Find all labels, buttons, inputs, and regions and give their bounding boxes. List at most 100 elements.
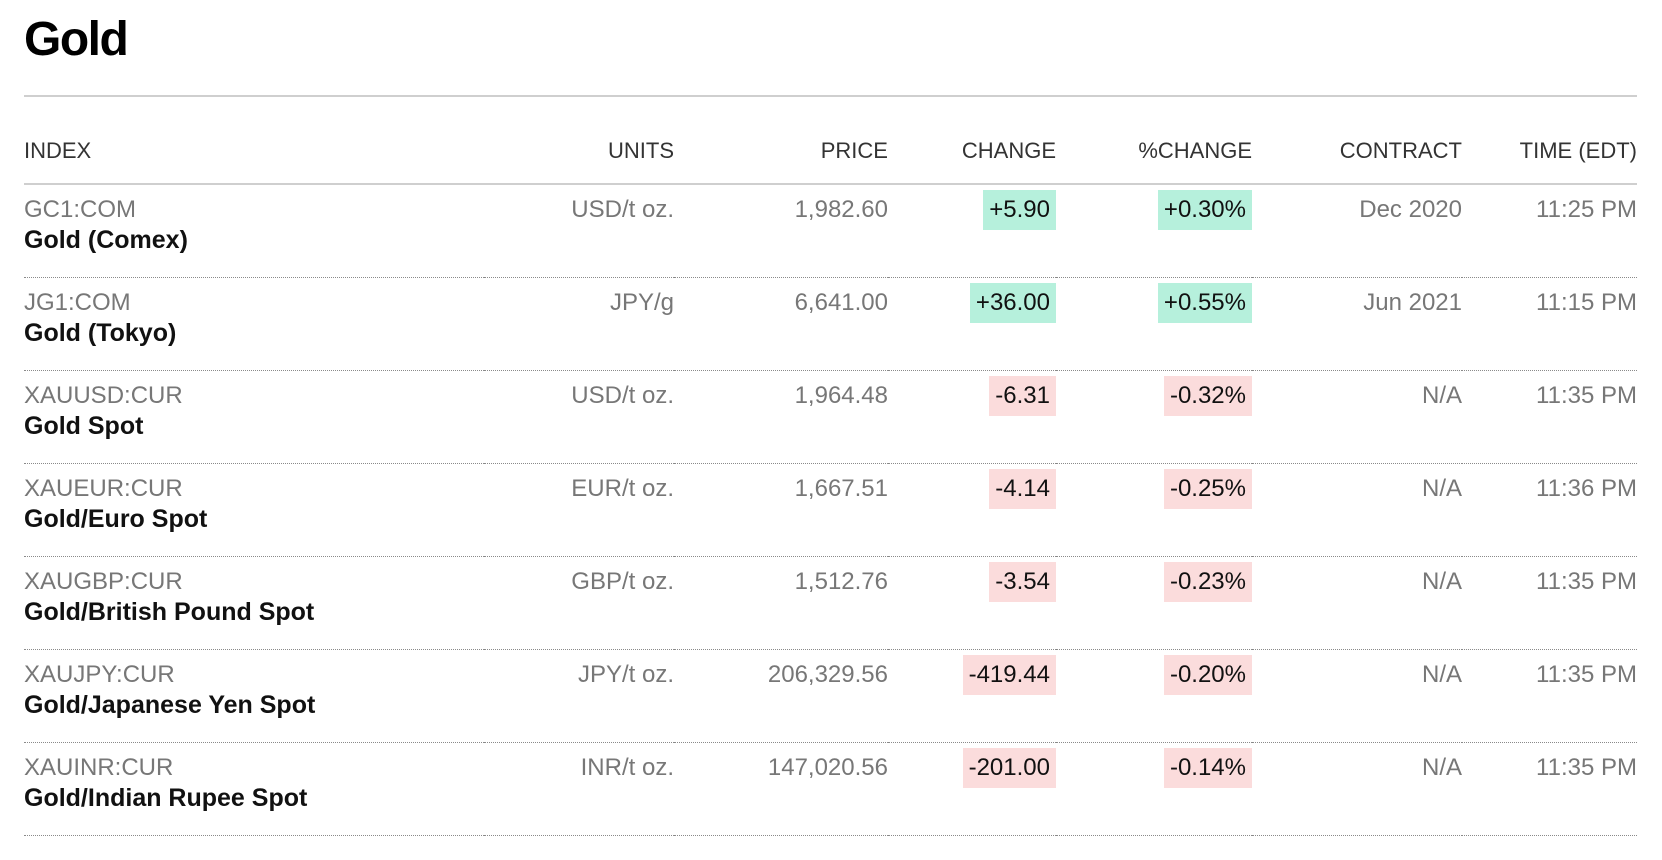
instrument-name: Gold/Japanese Yen Spot <box>24 690 316 719</box>
time-cell: 11:36 PM <box>1462 463 1637 557</box>
price-value: 1,964.48 <box>794 381 888 409</box>
change-cell: -201.00 <box>888 742 1056 836</box>
table-row[interactable]: XAUUSD:CUR Gold Spot USD/t oz. 1,964.48 -6.3… <box>24 370 1637 464</box>
units-value: JPY/t oz. <box>577 660 674 688</box>
change-cell: +5.90 <box>888 184 1056 278</box>
header-price[interactable]: PRICE <box>674 128 888 185</box>
time-cell: 11:25 PM <box>1462 184 1637 278</box>
pct-change-badge: +0.55% <box>1157 282 1252 323</box>
table-row[interactable]: GC1:COM Gold (Comex) USD/t oz. 1,982.60 +5.9… <box>24 184 1637 278</box>
contract-value: Dec 2020 <box>1359 196 1462 223</box>
units-value: USD/t oz. <box>571 381 674 409</box>
units-cell: JPY/t oz. <box>484 649 674 743</box>
time-value: 11:15 PM <box>1536 288 1637 316</box>
index-cell: XAUEUR:CUR Gold/Euro Spot <box>24 463 484 557</box>
ticker-link[interactable]: XAUGBP:CUR <box>24 567 183 595</box>
pct-change-cell: +0.30% <box>1056 184 1252 278</box>
change-badge: -419.44 <box>962 654 1056 695</box>
table-header-row: INDEX UNITS PRICE CHANGE %CHANGE CONTRAC… <box>24 128 1637 185</box>
change-cell: -4.14 <box>888 463 1056 557</box>
instrument-name: Gold (Comex) <box>24 226 188 254</box>
pct-change-cell: -0.25% <box>1056 463 1252 557</box>
instrument-name: Gold Spot <box>24 411 144 440</box>
index-cell: JG1:COM Gold (Tokyo) <box>24 277 484 371</box>
time-value: 11:35 PM <box>1536 381 1637 409</box>
instrument-name: Gold (Tokyo) <box>24 318 177 347</box>
table-body: GC1:COM Gold (Comex) USD/t oz. 1,982.60 +5.9… <box>24 184 1637 836</box>
units-value: EUR/t oz. <box>571 474 674 502</box>
pct-change-badge: -0.23% <box>1163 561 1252 602</box>
time-cell: 11:35 PM <box>1462 742 1637 836</box>
index-cell: XAUGBP:CUR Gold/British Pound Spot <box>24 556 484 650</box>
pct-change-badge: -0.20% <box>1163 654 1252 695</box>
ticker-link[interactable]: JG1:COM <box>24 288 131 316</box>
pct-change-cell: -0.14% <box>1056 742 1252 836</box>
pct-change-badge: -0.14% <box>1163 747 1252 788</box>
units-value: JPY/g <box>609 288 674 316</box>
pct-change-badge: -0.32% <box>1163 375 1252 416</box>
page-title: Gold <box>24 13 129 66</box>
price-cell: 206,329.56 <box>674 649 888 743</box>
contract-cell: Jun 2021 <box>1252 277 1462 371</box>
units-value: USD/t oz. <box>571 196 674 223</box>
units-value: INR/t oz. <box>580 753 674 781</box>
contract-cell: N/A <box>1252 556 1462 650</box>
price-cell: 1,512.76 <box>674 556 888 650</box>
time-cell: 11:35 PM <box>1462 556 1637 650</box>
time-cell: 11:35 PM <box>1462 649 1637 743</box>
pct-change-badge: +0.30% <box>1157 190 1252 230</box>
pct-change-cell: -0.20% <box>1056 649 1252 743</box>
contract-value: N/A <box>1421 660 1462 688</box>
pct-change-cell: +0.55% <box>1056 277 1252 371</box>
contract-cell: Dec 2020 <box>1252 184 1462 278</box>
price-value: 206,329.56 <box>767 660 888 688</box>
units-value: GBP/t oz. <box>571 567 674 595</box>
ticker-link[interactable]: XAUUSD:CUR <box>24 381 183 409</box>
contract-cell: N/A <box>1252 649 1462 743</box>
time-value: 11:35 PM <box>1536 660 1637 688</box>
contract-cell: N/A <box>1252 370 1462 464</box>
header-contract[interactable]: CONTRACT <box>1252 128 1462 185</box>
index-cell: XAUINR:CUR Gold/Indian Rupee Spot <box>24 742 484 836</box>
change-cell: +36.00 <box>888 277 1056 371</box>
header-index[interactable]: INDEX <box>24 128 484 185</box>
change-badge: +5.90 <box>983 190 1056 230</box>
change-badge: -4.14 <box>989 468 1056 509</box>
change-cell: -419.44 <box>888 649 1056 743</box>
table-row[interactable]: XAUINR:CUR Gold/Indian Rupee Spot INR/t oz… <box>24 742 1637 836</box>
time-cell: 11:15 PM <box>1462 277 1637 371</box>
ticker-link[interactable]: XAUINR:CUR <box>24 753 174 781</box>
header-time[interactable]: TIME (EDT) <box>1462 128 1637 185</box>
price-cell: 1,964.48 <box>674 370 888 464</box>
table-row[interactable]: JG1:COM Gold (Tokyo) JPY/g 6,641.00 +36.00 +0… <box>24 277 1637 371</box>
units-cell: INR/t oz. <box>484 742 674 836</box>
header-change[interactable]: CHANGE <box>888 128 1056 185</box>
change-cell: -6.31 <box>888 370 1056 464</box>
ticker-link[interactable]: XAUEUR:CUR <box>24 474 183 502</box>
instrument-name: Gold/Indian Rupee Spot <box>24 783 308 812</box>
pct-change-badge: -0.25% <box>1163 468 1252 509</box>
units-cell: JPY/g <box>484 277 674 371</box>
ticker-link[interactable]: XAUJPY:CUR <box>24 660 175 688</box>
price-value: 1,667.51 <box>794 474 888 502</box>
ticker-link[interactable]: GC1:COM <box>24 196 137 223</box>
instrument-name: Gold/British Pound Spot <box>24 597 315 626</box>
table-row[interactable]: XAUGBP:CUR Gold/British Pound Spot GBP/t o… <box>24 556 1637 650</box>
table-row[interactable]: XAUJPY:CUR Gold/Japanese Yen Spot JPY/t oz… <box>24 649 1637 743</box>
change-badge: +36.00 <box>969 282 1056 323</box>
instrument-name: Gold/Euro Spot <box>24 504 208 533</box>
change-cell: -3.54 <box>888 556 1056 650</box>
price-value: 6,641.00 <box>794 288 888 316</box>
price-cell: 1,667.51 <box>674 463 888 557</box>
title-divider <box>24 95 1637 97</box>
header-units[interactable]: UNITS <box>484 128 674 185</box>
price-cell: 6,641.00 <box>674 277 888 371</box>
pct-change-cell: -0.32% <box>1056 370 1252 464</box>
units-cell: EUR/t oz. <box>484 463 674 557</box>
contract-value: N/A <box>1421 474 1462 502</box>
index-cell: XAUJPY:CUR Gold/Japanese Yen Spot <box>24 649 484 743</box>
header-pct-change[interactable]: %CHANGE <box>1056 128 1252 185</box>
units-cell: GBP/t oz. <box>484 556 674 650</box>
table-row[interactable]: XAUEUR:CUR Gold/Euro Spot EUR/t oz. 1,667.5… <box>24 463 1637 557</box>
